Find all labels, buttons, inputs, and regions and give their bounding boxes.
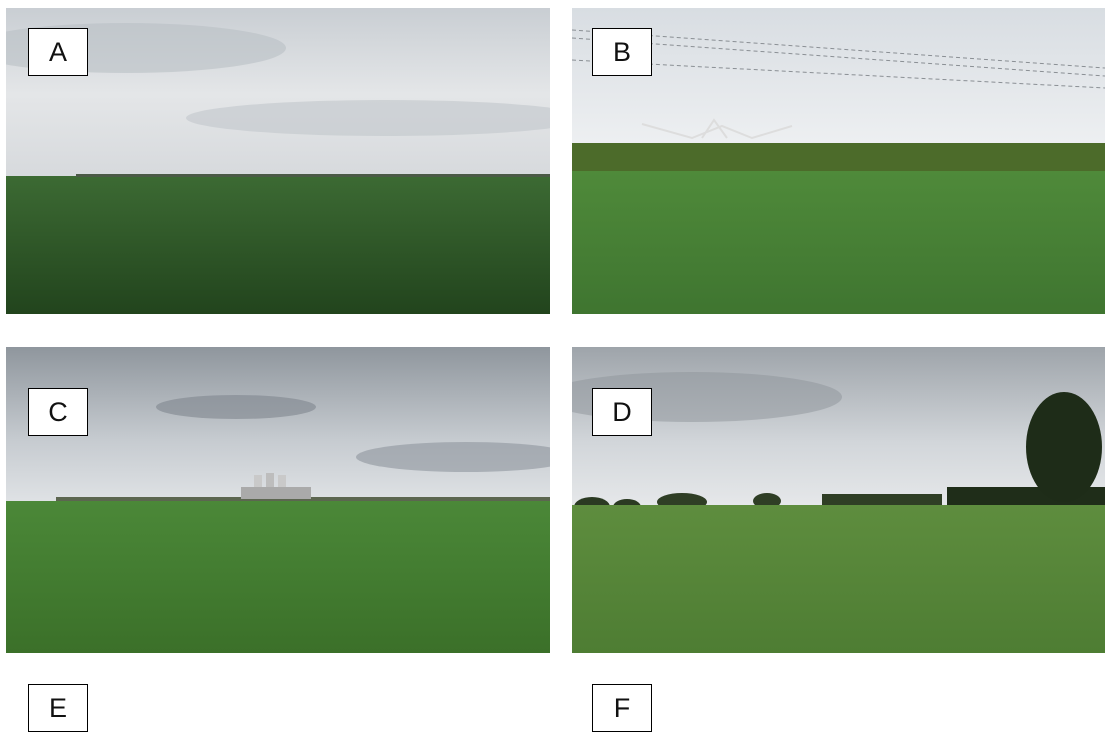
photo-c (6, 347, 550, 653)
photo-d (572, 347, 1105, 653)
photo-b (572, 8, 1105, 314)
photo-a (6, 8, 550, 314)
panel-label: B (592, 28, 652, 76)
panel-label: E (28, 684, 88, 732)
panel-label: C (28, 388, 88, 436)
panel-label: D (592, 388, 652, 436)
panel-label: A (28, 28, 88, 76)
panel-label: F (592, 684, 652, 732)
